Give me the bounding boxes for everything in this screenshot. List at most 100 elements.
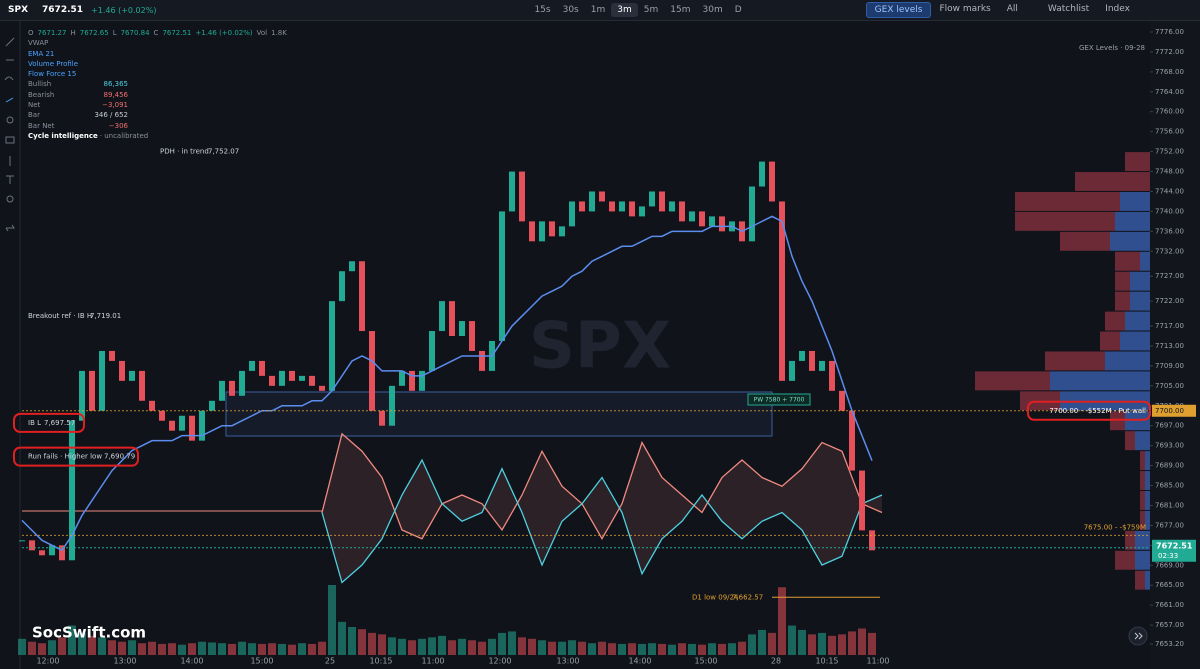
volume-bar (458, 638, 466, 655)
x-tick-label: 10:15 (369, 657, 392, 666)
volume-bar (478, 641, 486, 655)
volume-bar (858, 628, 866, 655)
stat-key: Bearish (28, 90, 55, 99)
y-tick-label: 7697.00 (1155, 422, 1184, 430)
toolbar-button[interactable]: Flow marks (939, 4, 991, 14)
x-tick-label: 10:15 (815, 657, 838, 666)
interval-button[interactable]: 15s (534, 5, 551, 15)
symbol[interactable]: SPX (8, 5, 29, 15)
candle-body (99, 350, 105, 411)
volume-bar (158, 643, 166, 655)
candle-body (199, 410, 205, 441)
stat-key: Bar Net (28, 121, 55, 130)
candle-body (329, 301, 335, 391)
indicator-name[interactable]: Flow Force 15 (28, 70, 77, 79)
tool-erase[interactable] (5, 224, 15, 232)
volume-bar (728, 643, 736, 655)
volume-bar (648, 643, 656, 655)
interval-button[interactable]: 30s (562, 5, 579, 15)
candle-body (19, 540, 25, 542)
volume-bar (198, 641, 206, 655)
interval-button[interactable]: 1m (590, 5, 606, 15)
interval-button[interactable]: 30m (702, 5, 723, 15)
y-tick-label: 7669.00 (1155, 561, 1184, 569)
volume-bar (848, 631, 856, 655)
candle-body (69, 420, 75, 561)
stat-value: 346 / 652 (94, 111, 128, 120)
volume-bar (448, 640, 456, 655)
volume-bar (88, 635, 96, 655)
interval-button[interactable]: D (734, 5, 742, 15)
interval-button[interactable]: 5m (643, 5, 659, 15)
tool-shape[interactable] (6, 116, 14, 124)
profile-sell (1075, 172, 1150, 191)
tool-line[interactable] (5, 37, 15, 47)
ohlc-change: +1.46 (+0.02%) (195, 29, 253, 37)
x-tick-label: 11:00 (421, 657, 444, 666)
profile-buy (1110, 231, 1150, 251)
y-tick-label: 7736.00 (1155, 227, 1184, 235)
toolbar-button[interactable]: Watchlist (1047, 4, 1090, 14)
candle-body (459, 321, 465, 337)
profile-sell (1140, 451, 1145, 471)
volume-bar (688, 643, 696, 655)
toolbar-button[interactable]: GEX levels (865, 2, 932, 18)
candle-body (149, 400, 155, 411)
tool-rect[interactable] (5, 136, 15, 144)
indicator-name[interactable]: EMA 21 (28, 49, 55, 58)
stat-value: 86,365 (103, 80, 129, 89)
candle-body (319, 385, 325, 391)
profile-sell (1140, 491, 1145, 510)
interval-button[interactable]: 3m (611, 3, 638, 17)
profile-buy (1050, 371, 1150, 391)
x-tick-label: 25 (325, 657, 335, 666)
x-tick-label: 13:00 (556, 657, 579, 666)
level-value: 7,719.01 (90, 312, 121, 320)
ohlc-value: 7672.65 (79, 29, 109, 37)
volume-bar (268, 643, 276, 655)
volume-bar (428, 637, 436, 655)
volume-bar (678, 643, 686, 655)
indicator-name[interactable]: VWAP (28, 39, 49, 48)
stat-value: 89,456 (103, 90, 129, 99)
level-text: Breakout ref · IB H (28, 312, 92, 320)
toolbar-button[interactable]: All (1006, 4, 1018, 14)
candle-body (59, 545, 65, 561)
stat-row: Bar 346 / 652 (28, 110, 128, 120)
scroll-icon (1134, 632, 1143, 640)
candle-body (139, 370, 145, 401)
profile-buy (1135, 530, 1150, 550)
candle-body (369, 331, 375, 411)
tool-brush[interactable] (5, 97, 14, 103)
volume-bar (108, 640, 116, 655)
volume-bar (518, 637, 526, 655)
y-tick-label: 7756.00 (1155, 128, 1184, 136)
x-tick-label: 13:00 (113, 657, 136, 666)
indicator-name[interactable]: Volume Profile (28, 59, 79, 68)
profile-buy (1105, 351, 1150, 371)
volume-bar (388, 637, 396, 655)
interval-button[interactable]: 15m (670, 5, 691, 15)
candle-body (469, 321, 475, 351)
profile-sell (1115, 271, 1130, 291)
candle-body (349, 261, 355, 272)
tool-magnet[interactable] (6, 195, 14, 203)
highlight-ring (1027, 400, 1151, 421)
profile-buy (1135, 431, 1150, 451)
candle-body (569, 201, 575, 227)
volume-bar (668, 644, 676, 655)
x-tick-label: 11:00 (866, 657, 889, 666)
tool-text[interactable] (6, 175, 14, 184)
toolbar-button[interactable]: Index (1105, 4, 1130, 14)
tool-curve[interactable] (4, 76, 14, 81)
value-area-box (225, 391, 773, 437)
candle-body (659, 191, 665, 212)
cycle-status: · uncalibrated (99, 131, 149, 140)
candle-body (259, 360, 265, 376)
profile-sell (1125, 431, 1135, 451)
volume-bar (298, 643, 306, 655)
profile-buy (1130, 271, 1150, 291)
volume-bar (178, 644, 186, 655)
volume-bar (258, 643, 266, 655)
